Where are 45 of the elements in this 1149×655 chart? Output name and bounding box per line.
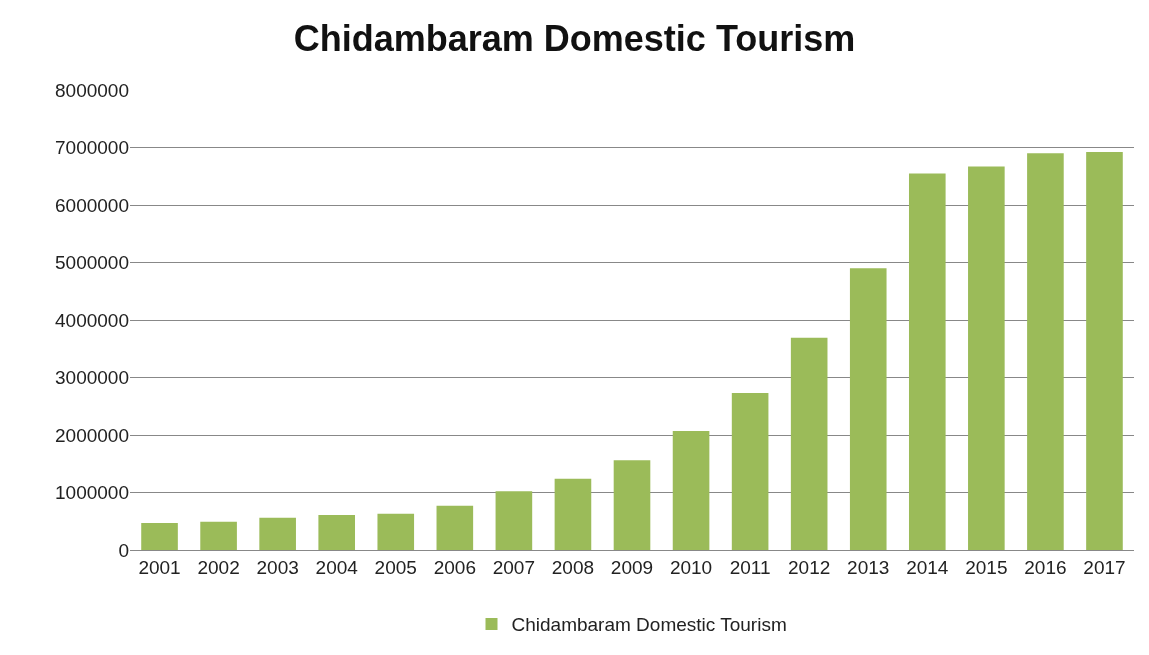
- x-tick-label: 2008: [551, 556, 595, 578]
- y-tick-label: 5000000: [55, 252, 129, 274]
- bar: [377, 513, 415, 550]
- y-tick-label: 6000000: [55, 194, 129, 216]
- x-tick-label: 2002: [197, 556, 240, 578]
- bar: [318, 514, 356, 550]
- bar: [731, 393, 769, 550]
- y-tick-label: 8000000: [55, 79, 129, 101]
- x-tick-label: 2011: [729, 556, 771, 578]
- bar: [436, 505, 474, 550]
- bar: [554, 478, 592, 550]
- bar: [968, 166, 1005, 550]
- x-tick-label: 2001: [138, 556, 181, 578]
- x-tick-label: 2005: [374, 556, 417, 578]
- bar: [141, 522, 178, 550]
- bar: [613, 460, 651, 550]
- x-tick-label: 2009: [610, 556, 654, 578]
- y-tick-label: 0: [118, 539, 129, 561]
- x-tick-label: 2007: [492, 556, 536, 578]
- bar: [849, 268, 887, 550]
- bar: [908, 173, 946, 550]
- x-tick-label: 2010: [669, 556, 713, 578]
- bar: [495, 491, 533, 550]
- bar: [259, 517, 296, 550]
- x-tick-label: 2004: [315, 556, 359, 578]
- x-tick-label: 2014: [906, 556, 949, 578]
- legend-label: Chidambaram Domestic Tourism: [511, 614, 787, 636]
- y-tick-label: 7000000: [55, 137, 129, 159]
- y-tick-label: 4000000: [55, 309, 129, 331]
- bar: [1027, 153, 1064, 550]
- bar: [790, 337, 828, 550]
- y-tick-label: 1000000: [55, 482, 129, 504]
- x-tick-label: 2012: [788, 556, 831, 578]
- bar: [200, 521, 237, 550]
- bar: [1086, 152, 1123, 550]
- y-tick-label: 2000000: [55, 424, 129, 446]
- x-tick-label: 2016: [1024, 556, 1067, 578]
- x-tick-label: 2013: [847, 556, 890, 578]
- x-tick-label: 2015: [965, 556, 1008, 578]
- bar: [672, 430, 710, 550]
- x-tick-label: 2017: [1083, 556, 1126, 578]
- chart-title: Chidambaram Domestic Tourism: [293, 18, 856, 60]
- x-tick-label: 2003: [256, 556, 299, 578]
- y-tick-label: 3000000: [55, 367, 129, 389]
- x-tick-label: 2006: [433, 556, 476, 578]
